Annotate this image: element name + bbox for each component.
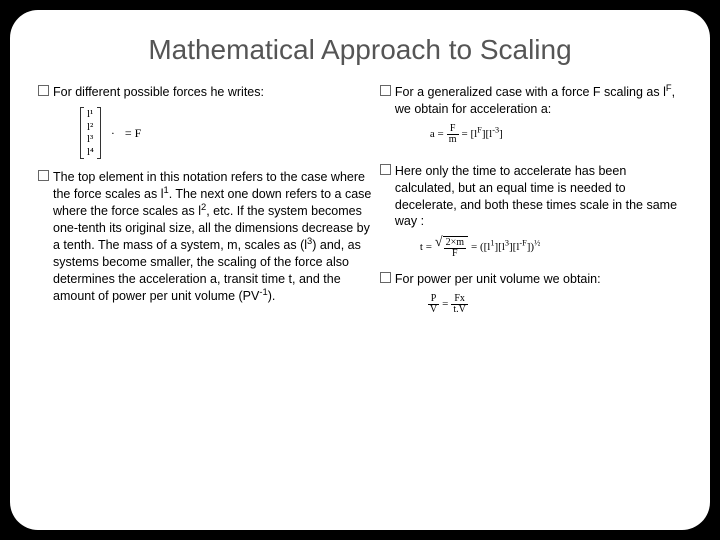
left-b2-text: The top element in this notation refers … [53,169,372,304]
matrix-item: l³ [87,133,94,146]
bullet-box-icon [38,170,49,181]
left-bullet-2: The top element in this notation refers … [38,169,372,304]
matrix-bracket: l¹l²l³l⁴ [80,107,101,160]
bullet-box-icon [380,272,391,283]
matrix-item: l² [87,121,94,134]
eq2-rhs: = ([l1][l3][l-F])½ [471,240,540,255]
right-b3-text: For power per unit volume we obtain: [395,271,682,288]
right-bullet-3: For power per unit volume we obtain: [380,271,682,288]
left-bullet-1: For different possible forces he writes: [38,84,372,101]
bullet-box-icon [380,164,391,175]
eq2-lhs: t = [420,240,432,255]
slide-card: Mathematical Approach to Scaling For dif… [10,10,710,530]
right-b1-text: For a generalized case with a force F sc… [395,84,682,118]
power-equation: P V = Fx t.V [428,294,682,315]
content-columns: For different possible forces he writes:… [38,84,682,327]
eq1-rhs: = [lF][l-3] [462,127,503,142]
sqrt-icon: √ 2×m F [435,236,468,259]
eq3-frac1: P V [428,294,439,315]
eq1-fraction: F m [447,124,459,145]
matrix-item: l¹ [87,108,94,121]
bullet-box-icon [380,85,391,96]
left-column: For different possible forces he writes:… [38,84,372,327]
eq3-frac2: Fx t.V [451,294,468,315]
right-bullet-1: For a generalized case with a force F sc… [380,84,682,118]
left-b1-text: For different possible forces he writes: [53,84,372,101]
right-bullet-2: Here only the time to accelerate has bee… [380,163,682,231]
eq-rhs: = F [125,125,141,141]
bullet-box-icon [38,85,49,96]
right-column: For a generalized case with a force F sc… [380,84,682,327]
right-b2-text: Here only the time to accelerate has bee… [395,163,682,231]
dot-product-icon: · [111,125,115,141]
slide-title: Mathematical Approach to Scaling [38,34,682,66]
time-equation: t = √ 2×m F = ([l1][l3][l-F])½ [420,236,682,259]
force-matrix-equation: l¹l²l³l⁴ · = F [80,107,372,160]
matrix-item: l⁴ [87,146,94,159]
acceleration-equation: a = F m = [lF][l-3] [430,124,682,145]
eq3-equals: = [442,297,448,312]
eq1-lhs: a = [430,127,444,142]
